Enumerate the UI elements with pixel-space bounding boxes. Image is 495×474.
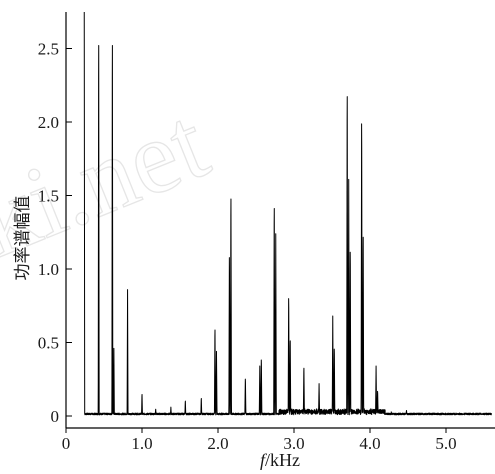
x-tick-label: 0 [62,434,71,453]
watermark-text: ki.net [0,85,223,279]
x-tick-label: 1.0 [131,434,152,453]
spectrum-series-line [83,12,493,416]
x-axis-label: f/kHz [260,450,300,470]
y-axis-label: 功率谱幅值 [13,196,33,281]
plot-clip-group [83,12,493,416]
y-tick-label: 0.5 [38,334,59,353]
y-axis-ticks: 0 0.5 1.0 1.5 2.0 2.5 [38,40,72,426]
y-tick-label: 1.0 [38,260,59,279]
x-axis-label-italic: f [260,450,268,470]
y-tick-label: 1.5 [38,187,59,206]
x-tick-label: 3.0 [283,434,304,453]
y-tick-label: 0 [51,407,60,426]
x-tick-label: 5.0 [435,434,456,453]
x-axis-label-unit: /kHz [265,450,300,470]
x-tick-label: 4.0 [359,434,380,453]
x-tick-label: 2.0 [207,434,228,453]
x-axis-ticks: 0 1.0 2.0 3.0 4.0 5.0 [62,428,457,453]
y-tick-label: 2.0 [38,113,59,132]
y-tick-label: 2.5 [38,40,59,59]
